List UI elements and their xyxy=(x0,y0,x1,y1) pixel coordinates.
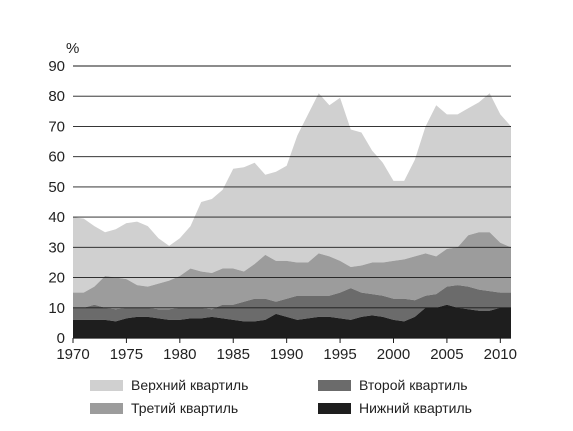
area-series-group xyxy=(73,93,511,338)
legend-swatch xyxy=(318,403,351,414)
x-tick-label: 1990 xyxy=(270,346,303,363)
x-tick-label: 2010 xyxy=(484,346,517,363)
legend-label: Второй квартиль xyxy=(359,377,468,393)
x-tick-label: 1980 xyxy=(163,346,196,363)
legend-swatch xyxy=(90,380,123,391)
legend-swatch xyxy=(318,380,351,391)
area-нижний-квартиль xyxy=(73,304,511,338)
x-tick-label: 1985 xyxy=(217,346,250,363)
legend-label: Нижний квартиль xyxy=(359,400,472,416)
area-верхний-квартиль xyxy=(73,93,511,293)
y-axis-unit-label: % xyxy=(66,40,79,57)
x-tick-label: 1995 xyxy=(323,346,356,363)
x-axis-ticks: 1970 1975 1980 1985 1990 1995 2000 2005 2010 xyxy=(56,338,517,363)
area-второй-квартиль xyxy=(73,285,511,322)
y-tick-label: 40 xyxy=(48,209,65,226)
y-axis-ticks: 0 10 20 30 40 50 60 70 80 90 xyxy=(48,58,65,347)
x-tick-label: 2000 xyxy=(377,346,410,363)
y-tick-label: 70 xyxy=(48,118,65,135)
y-tick-label: 0 xyxy=(57,330,65,347)
x-tick-label: 1975 xyxy=(110,346,143,363)
y-tick-label: 20 xyxy=(48,270,65,287)
y-tick-label: 30 xyxy=(48,239,65,256)
y-tick-label: 50 xyxy=(48,179,65,196)
legend: Верхний квартиль Второй квартиль Третий кв… xyxy=(90,377,472,416)
y-tick-label: 80 xyxy=(48,88,65,105)
x-tick-label: 1970 xyxy=(56,346,89,363)
legend-label: Верхний квартиль xyxy=(131,377,248,393)
legend-label: Третий квартиль xyxy=(131,400,238,416)
area-третий-квартиль xyxy=(73,232,511,310)
y-tick-label: 10 xyxy=(48,300,65,317)
y-tick-label: 60 xyxy=(48,149,65,166)
y-tick-label: 90 xyxy=(48,58,65,75)
gridlines xyxy=(73,65,511,339)
x-tick-label: 2005 xyxy=(430,346,463,363)
legend-swatch xyxy=(90,403,123,414)
